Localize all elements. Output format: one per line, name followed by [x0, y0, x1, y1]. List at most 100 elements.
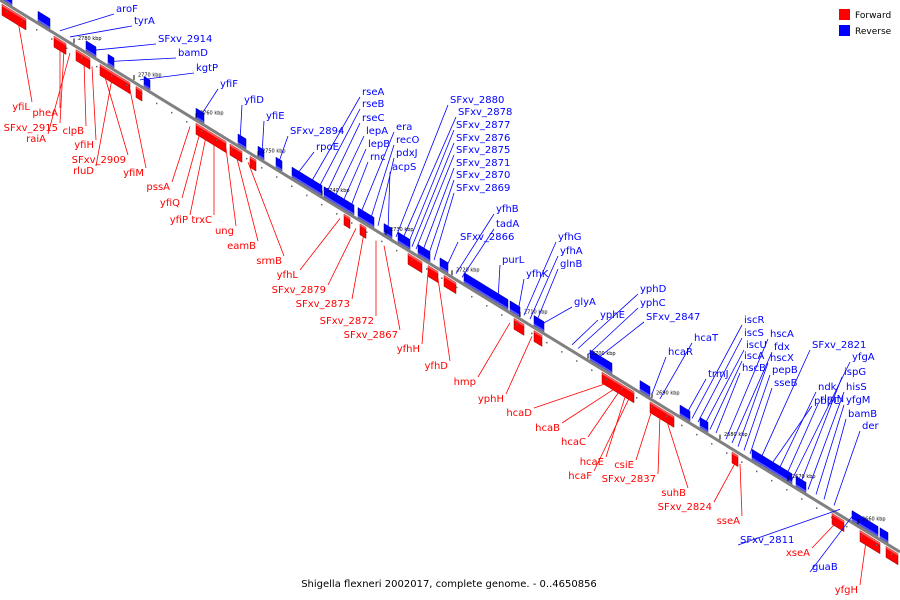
- forward-gene: [533, 330, 543, 347]
- axis-dot: [591, 369, 593, 371]
- axis-dot: [441, 277, 443, 279]
- axis-dot: [696, 433, 698, 436]
- reverse-gene: [463, 272, 509, 311]
- axis-dot: [276, 176, 278, 178]
- gene-label-kgtp: kgtP: [196, 63, 218, 74]
- legend-reverse-label: Reverse: [855, 27, 892, 37]
- gene-label-leader: [477, 322, 511, 378]
- gene-label-tada: tadA: [496, 219, 519, 230]
- gene-label-rlmn: rlmN: [820, 394, 844, 405]
- gene-label-leader: [737, 508, 841, 546]
- axis-dot: [831, 516, 833, 519]
- gene-label-leader: [737, 362, 769, 447]
- gene-label-sfxv-2878: SFxv_2878: [458, 107, 512, 118]
- gene-label-isca: iscA: [744, 351, 764, 362]
- gene-label-leader: [587, 390, 621, 438]
- gene-label-leader: [309, 96, 361, 185]
- axis-dot: [366, 231, 368, 233]
- gene-label-sfxv-2870: SFxv_2870: [456, 170, 510, 181]
- axis-dot: [471, 295, 473, 298]
- gene-label-hcar: hcaR: [668, 347, 693, 358]
- kbp-tick-label: 2690 kbp: [656, 390, 680, 396]
- axis-dot: [156, 102, 158, 105]
- reverse-gene: [879, 527, 889, 544]
- forward-gene: [249, 155, 257, 172]
- reverse-gene: [275, 156, 283, 172]
- gene-label-leader: [523, 241, 557, 316]
- gene-label-rsec: rseC: [362, 113, 384, 124]
- axis-dot: [666, 415, 668, 417]
- reverse-gene: [751, 448, 793, 485]
- gene-label-clpb: clpB: [63, 126, 85, 137]
- gene-label-sfxv-2880: SFxv_2880: [450, 95, 504, 106]
- kbp-tick-label: 2700 kbp: [592, 351, 616, 357]
- gene-label-leader: [83, 61, 87, 127]
- gene-label-guab: guaB: [812, 562, 838, 573]
- axis-dot: [126, 84, 128, 86]
- gene-shading: [602, 372, 634, 394]
- axis-dot: [486, 305, 488, 307]
- gene-label-sfxv-2894: SFxv_2894: [290, 126, 344, 137]
- gene-label-rseb: rseB: [362, 99, 384, 110]
- axis-dot: [6, 10, 8, 13]
- reverse-gene: [2, 0, 13, 6]
- gene-shading: [100, 64, 130, 85]
- gene-label-leader: [685, 378, 707, 415]
- gene-label-yfie: yfiE: [266, 111, 285, 122]
- gene-shading: [534, 330, 542, 338]
- gene-label-leader: [295, 151, 315, 176]
- axis-dot: [306, 194, 308, 197]
- gene-shading: [108, 62, 114, 68]
- axis-dot: [711, 443, 713, 445]
- axis-dot: [516, 323, 518, 325]
- gene-label-yfhh: yfhH: [397, 344, 420, 355]
- gene-label-yfgm: yfgM: [846, 395, 870, 406]
- gene-label-leader: [59, 49, 65, 124]
- gene-shading: [832, 513, 844, 523]
- axis-dot: [381, 240, 383, 243]
- gene-label-yfha: yfhA: [560, 246, 583, 257]
- gene-label-ispg: ispG: [844, 367, 866, 378]
- gene-shading: [398, 240, 410, 250]
- gene-label-hscb: hscB: [742, 363, 766, 374]
- kbp-tick-label: 2720 kbp: [456, 268, 480, 274]
- gene-label-leader: [359, 131, 395, 215]
- gene-label-acps: acpS: [392, 162, 416, 173]
- axis-dot: [21, 19, 23, 22]
- genome-caption: Shigella flexneri 2002017, complete geno…: [301, 579, 597, 590]
- gene-shading: [514, 318, 524, 327]
- gene-label-yphd: yphD: [640, 284, 667, 295]
- gene-label-sfxv-2811: SFxv_2811: [740, 535, 794, 546]
- gene-shading: [324, 194, 354, 216]
- axis-dot: [66, 47, 68, 49]
- gene-label-sfxv-2837: SFxv_2837: [602, 474, 656, 485]
- gene-label-leader: [715, 372, 741, 434]
- gene-label-leader: [407, 129, 455, 245]
- legend-forward-swatch: [839, 9, 850, 20]
- gene-label-der: der: [862, 421, 880, 432]
- axis-dot: [606, 378, 608, 381]
- gene-label-yfih: yfiH: [74, 140, 94, 151]
- gene-label-leader: [539, 306, 573, 326]
- gene-label-yfil: yfiL: [12, 102, 30, 113]
- kbp-tick-label: 2660 kbp: [862, 517, 886, 523]
- gene-label-leader: [349, 161, 369, 209]
- reverse-gene: [323, 186, 355, 216]
- gene-label-lepa: lepA: [366, 126, 388, 137]
- gene-label-pbpc: pbpC: [814, 396, 840, 407]
- gene-label-yfid: yfiD: [244, 95, 264, 106]
- gene-label-ndk: ndk: [818, 382, 837, 393]
- gene-label-leader: [427, 179, 455, 257]
- gene-shading: [136, 86, 142, 93]
- forward-gene: [195, 122, 227, 154]
- axis-dot: [786, 489, 788, 491]
- gene-label-ssea: sseA: [717, 516, 741, 527]
- gene-label-leader: [247, 161, 285, 257]
- gene-label-leader: [799, 376, 843, 485]
- gene-label-pepb: pepB: [772, 365, 798, 376]
- gene-label-sfxv-2915: SFxv_2915: [4, 123, 58, 134]
- gene-shading: [880, 535, 888, 543]
- axis-dot: [621, 387, 623, 390]
- reverse-gene: [291, 166, 323, 196]
